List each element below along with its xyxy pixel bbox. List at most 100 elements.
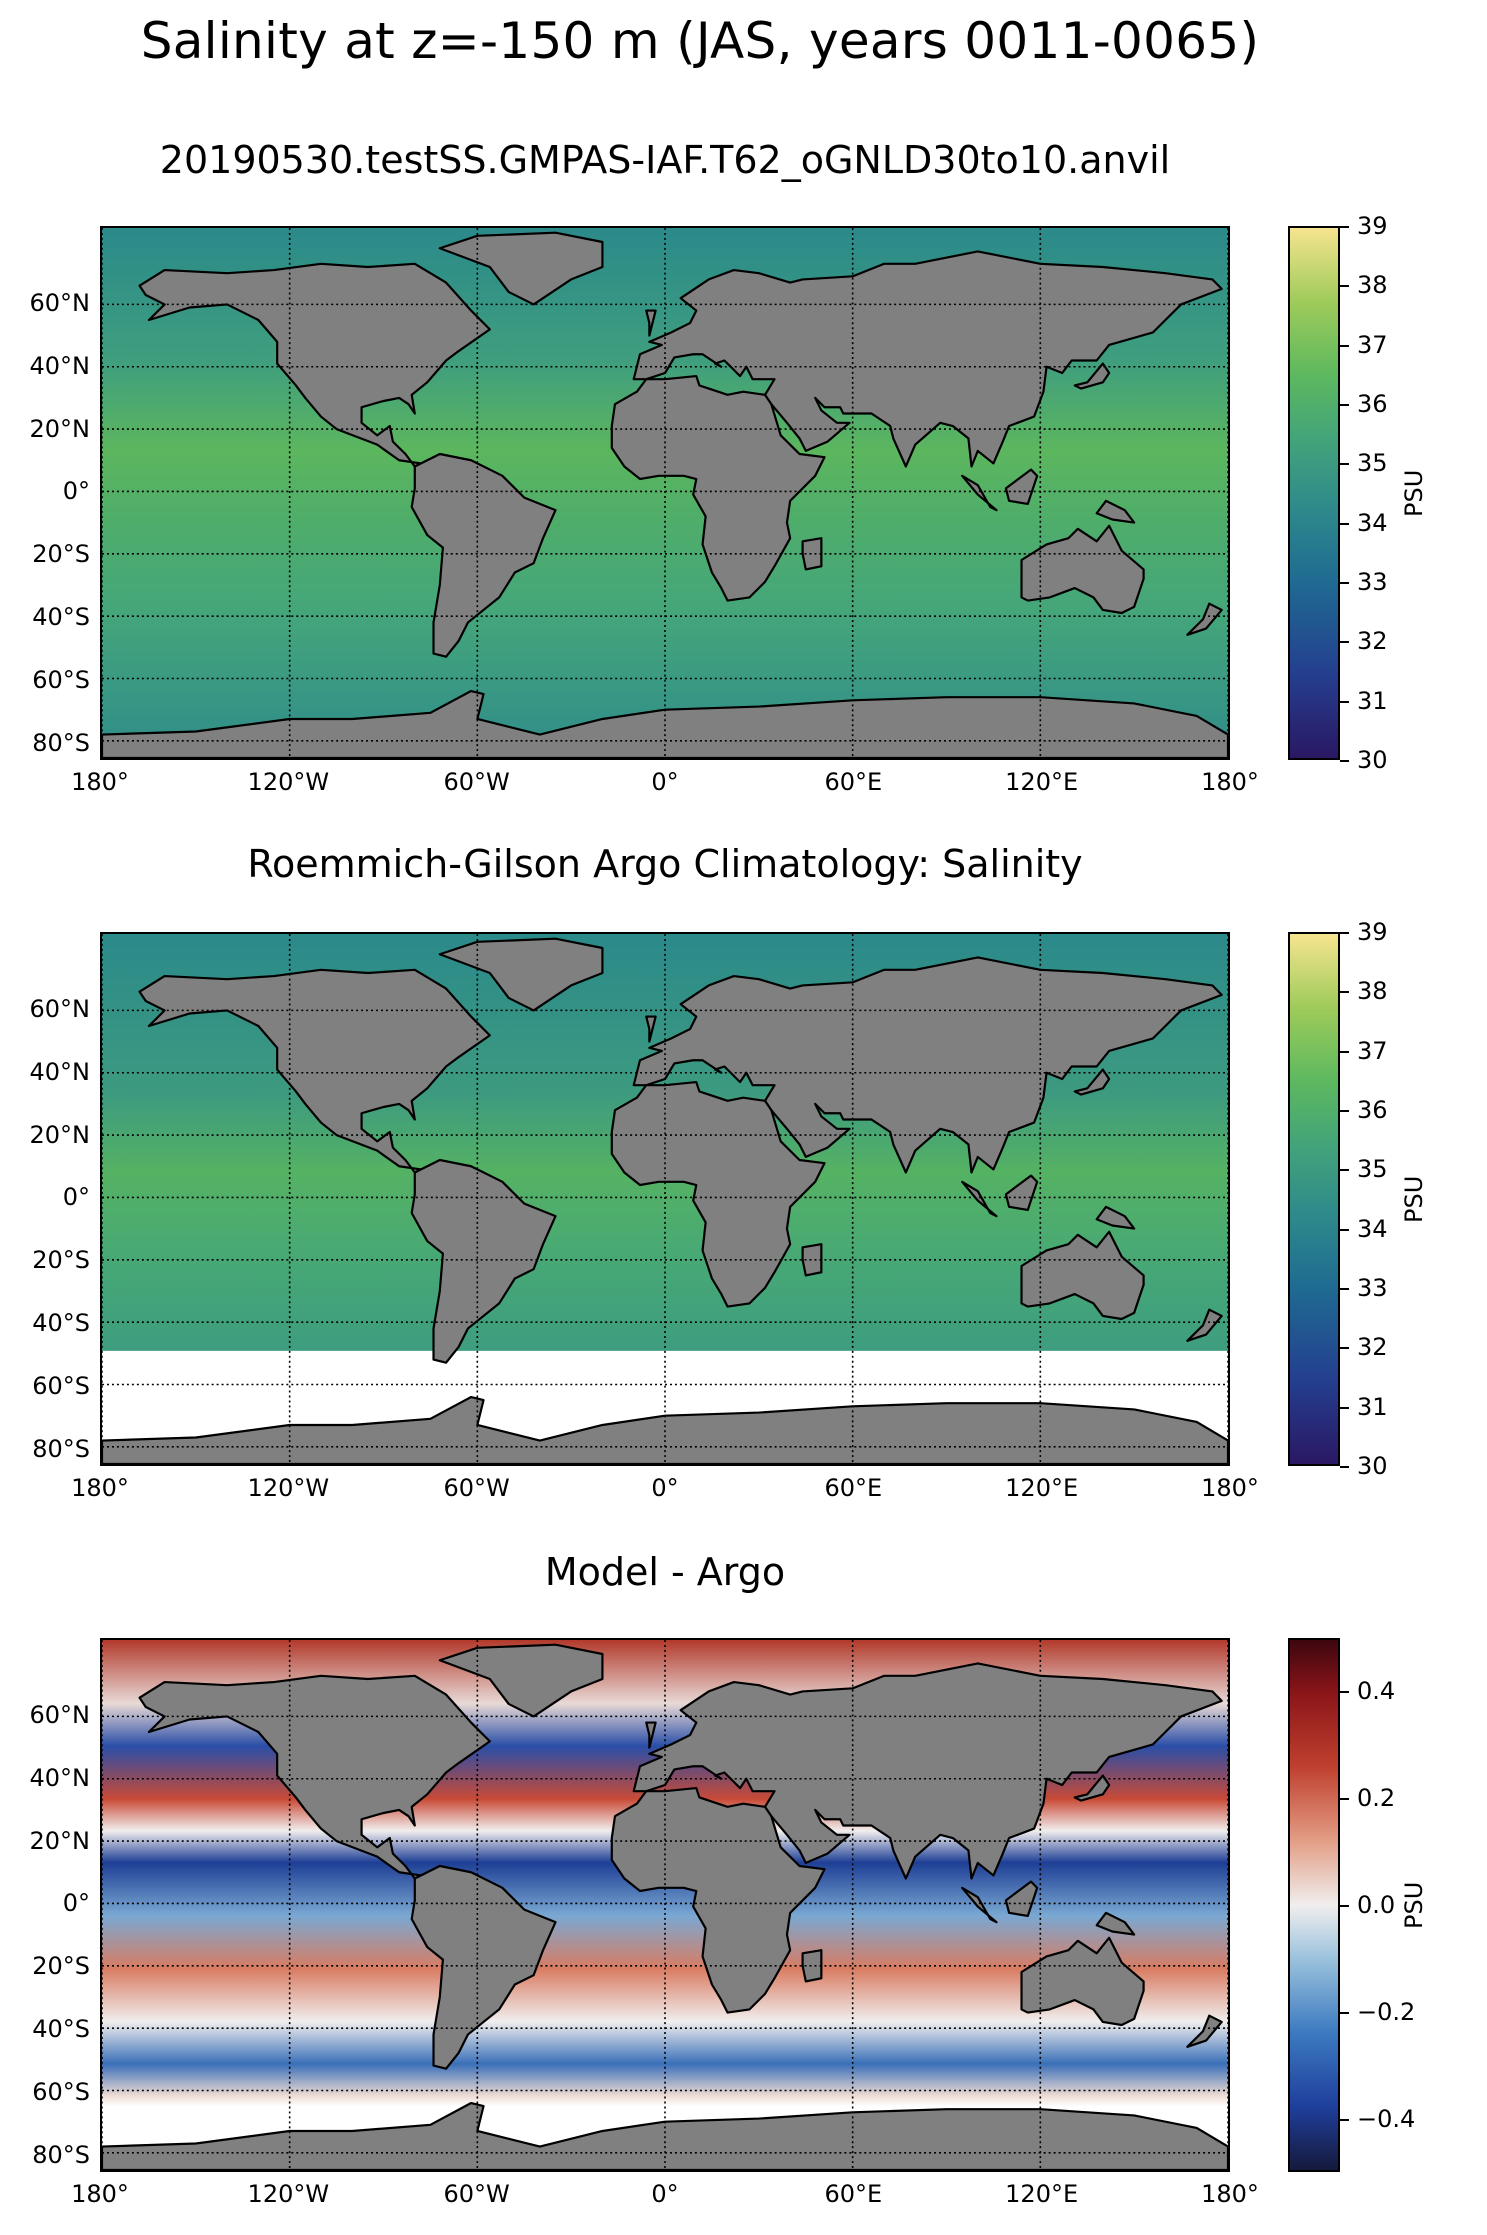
landmass	[801, 1949, 823, 1983]
landmass	[1020, 1936, 1145, 2027]
latitude-tick-label: 60°N	[29, 1700, 91, 1729]
land	[102, 937, 1228, 1464]
colorbar-tick-label: 31	[1340, 1393, 1388, 1421]
latitude-tick-label: 0°	[62, 1889, 90, 1918]
latitude-tick-label: 40°N	[29, 1057, 91, 1086]
panel-title: Model - Argo	[544, 1550, 786, 1594]
latitude-tick-label: 40°S	[32, 603, 90, 632]
landmass	[632, 1662, 1223, 1880]
longitude-tick-label: 120°W	[247, 1474, 330, 1502]
colorbar-tick-label: 30	[1340, 746, 1388, 774]
landmass	[1186, 1308, 1223, 1342]
colorbar-label: PSU	[1400, 469, 1428, 517]
map-svg	[102, 1640, 1228, 2170]
longitude-tick-label: 60°E	[824, 768, 883, 796]
longitude-tick-label: 180°	[1201, 768, 1259, 796]
landmass	[632, 956, 1223, 1174]
colorbar-tick-label: 36	[1340, 390, 1388, 418]
landmass	[1004, 468, 1039, 506]
latitude-tick-label: 60°S	[32, 2077, 90, 2106]
landmass	[645, 1721, 657, 1749]
landmass	[1073, 1068, 1111, 1096]
colorbar-tick-label: 35	[1340, 449, 1388, 477]
longitude-tick-label: 0°	[651, 768, 679, 796]
latitude-tick-label: 0°	[62, 477, 90, 506]
longitude-tick-label: 120°W	[247, 768, 330, 796]
latitude-tick-label: 40°S	[32, 1309, 90, 1338]
colorbar	[1288, 932, 1340, 1466]
landmass	[1095, 1911, 1136, 1936]
latitude-tick-label: 40°S	[32, 2015, 90, 2044]
landmass	[1020, 524, 1145, 615]
longitude-tick-label: 120°E	[1005, 2180, 1079, 2208]
landmass	[645, 1015, 657, 1043]
colorbar-tick-label: 39	[1340, 212, 1388, 240]
map-difference	[100, 1638, 1230, 2172]
colorbar-tick-label: −0.2	[1340, 1998, 1415, 2026]
latitude-tick-label: 80°S	[32, 2140, 90, 2169]
latitude-tick-label: 40°N	[29, 351, 91, 380]
latitude-tick-label: 80°S	[32, 728, 90, 757]
colorbar-tick-label: 36	[1340, 1096, 1388, 1124]
colorbar-label: PSU	[1400, 1175, 1428, 1223]
colorbar-tick-label: 34	[1340, 1215, 1388, 1243]
longitude-tick-label: 180°	[1201, 1474, 1259, 1502]
colorbar-tick-label: 33	[1340, 568, 1388, 596]
colorbar-tick-label: 38	[1340, 271, 1388, 299]
panel-title: Roemmich-Gilson Argo Climatology: Salini…	[247, 842, 1083, 886]
landmass	[1186, 602, 1223, 636]
longitude-tick-label: 60°W	[443, 768, 510, 796]
landmass	[1004, 1174, 1039, 1212]
latitude-tick-label: 20°S	[32, 540, 90, 569]
longitude-tick-label: 120°E	[1005, 1474, 1079, 1502]
landmass	[801, 1243, 823, 1277]
colorbar-tick-label: −0.4	[1340, 2105, 1415, 2133]
landmass	[645, 309, 657, 337]
longitude-tick-label: 180°	[1201, 2180, 1259, 2208]
colorbar-tick-label: 0.4	[1340, 1677, 1395, 1705]
landmass	[138, 262, 491, 468]
latitude-tick-label: 60°N	[29, 994, 91, 1023]
latitude-tick-label: 0°	[62, 1183, 90, 1212]
landmass	[1095, 1205, 1136, 1230]
gridlines	[102, 1640, 1228, 2170]
colorbar-tick-label: 33	[1340, 1274, 1388, 1302]
colorbar-tick-label: 35	[1340, 1155, 1388, 1183]
longitude-tick-label: 120°W	[247, 2180, 330, 2208]
figure-title: Salinity at z=-150 m (JAS, years 0011-00…	[140, 12, 1260, 70]
colorbar	[1288, 226, 1340, 760]
landmass	[438, 231, 604, 306]
longitude-tick-label: 60°W	[443, 2180, 510, 2208]
landmass	[1073, 362, 1111, 390]
landmass	[438, 1643, 604, 1718]
latitude-tick-label: 20°S	[32, 1246, 90, 1275]
latitude-tick-label: 60°S	[32, 665, 90, 694]
map-model-salinity	[100, 226, 1230, 760]
latitude-tick-label: 80°S	[32, 1434, 90, 1463]
land	[102, 1643, 1228, 2170]
colorbar-tick-label: 32	[1340, 1333, 1388, 1361]
map-argo-salinity	[100, 932, 1230, 1466]
landmass	[1020, 1230, 1145, 1321]
colorbar-tick-label: 0.2	[1340, 1784, 1395, 1812]
colorbar-tick-label: 0.0	[1340, 1891, 1395, 1919]
colorbar-tick-label: 37	[1340, 1037, 1388, 1065]
landmass	[632, 250, 1223, 468]
longitude-tick-label: 180°	[71, 1474, 129, 1502]
latitude-tick-label: 20°N	[29, 414, 91, 443]
colorbar-tick-label: 31	[1340, 687, 1388, 715]
landmass	[1073, 1774, 1111, 1802]
longitude-tick-label: 180°	[71, 2180, 129, 2208]
latitude-tick-label: 60°S	[32, 1371, 90, 1400]
latitude-tick-label: 20°S	[32, 1952, 90, 1981]
colorbar-tick-label: 39	[1340, 918, 1388, 946]
landmass	[138, 968, 491, 1174]
colorbar-tick-label: 38	[1340, 977, 1388, 1005]
latitude-tick-label: 40°N	[29, 1763, 91, 1792]
latitude-tick-label: 60°N	[29, 288, 91, 317]
latitude-tick-label: 20°N	[29, 1826, 91, 1855]
landmass	[438, 937, 604, 1012]
landmass	[801, 537, 823, 571]
panel-title: 20190530.testSS.GMPAS-IAF.T62_oGNLD30to1…	[159, 138, 1171, 182]
gridlines	[102, 228, 1228, 758]
